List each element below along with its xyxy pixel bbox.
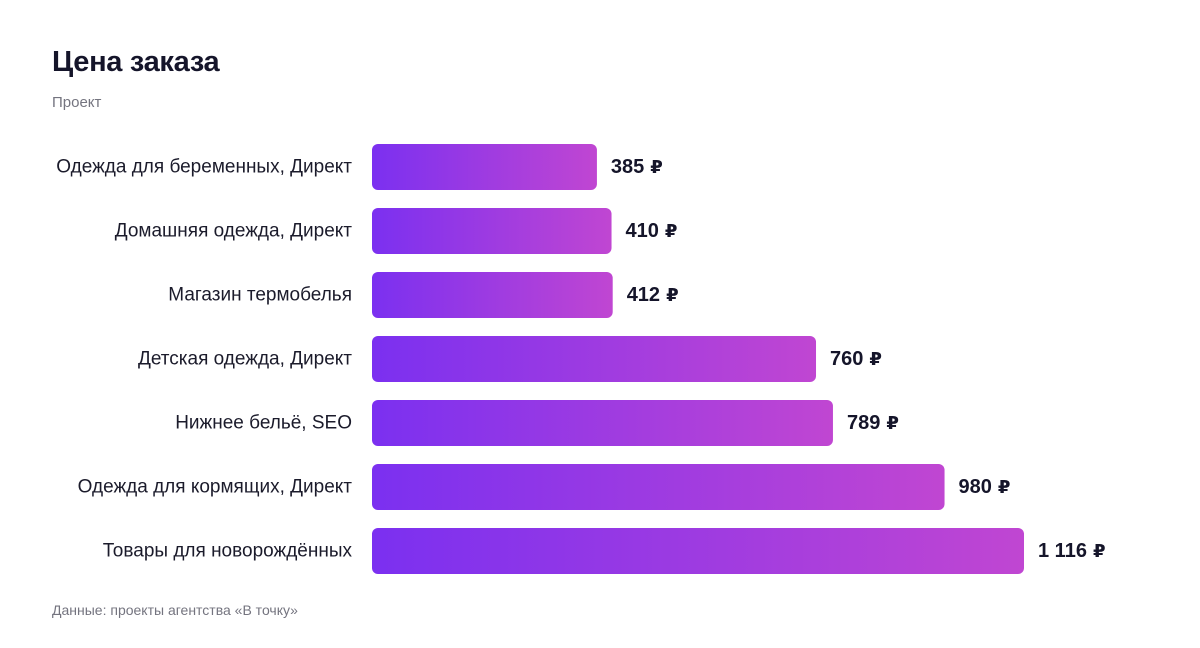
value-number: 789 — [847, 412, 880, 434]
value-label: 410 ₽ — [626, 220, 678, 242]
bar-row: Магазин термобелья 412 ₽ — [168, 272, 679, 318]
bar — [372, 528, 1024, 574]
bar — [372, 272, 613, 318]
value-number: 412 — [627, 284, 660, 306]
value-unit: ₽ — [886, 413, 899, 434]
value-number: 760 — [830, 348, 863, 370]
bar — [372, 464, 945, 510]
value-label: 980 ₽ — [959, 476, 1011, 498]
value-unit: ₽ — [1093, 541, 1106, 562]
category-label: Детская одежда, Директ — [138, 349, 352, 370]
value-unit: ₽ — [666, 285, 679, 306]
bar — [372, 336, 817, 382]
value-number: 980 — [959, 476, 992, 498]
category-label: Магазин термобелья — [168, 285, 352, 306]
value-label: 412 ₽ — [627, 284, 679, 306]
value-label: 789 ₽ — [847, 412, 899, 434]
value-unit: ₽ — [869, 349, 882, 370]
bar-row: Товары для новорождённых 1 116 ₽ — [103, 528, 1105, 574]
bar — [372, 208, 612, 254]
category-label: Одежда для беременных, Директ — [56, 157, 352, 178]
bar — [372, 144, 597, 190]
bar — [372, 400, 833, 446]
chart-subtitle: Проект — [52, 94, 102, 111]
category-label: Нижнее бельё, SEO — [175, 413, 352, 434]
value-unit: ₽ — [998, 477, 1011, 498]
chart-footnote: Данные: проекты агентства «В точку» — [52, 602, 298, 618]
value-number: 385 — [611, 156, 644, 178]
bar-row: Нижнее бельё, SEO 789 ₽ — [175, 400, 899, 446]
category-label: Одежда для кормящих, Директ — [78, 477, 353, 498]
value-label: 760 ₽ — [830, 348, 882, 370]
value-unit: ₽ — [665, 221, 678, 242]
chart-title: Цена заказа — [52, 46, 220, 78]
value-number: 410 — [626, 220, 659, 242]
value-number: 1 116 — [1038, 540, 1087, 562]
bar-row: Детская одежда, Директ 760 ₽ — [138, 336, 882, 382]
value-label: 1 116 ₽ — [1038, 540, 1105, 562]
category-label: Товары для новорождённых — [103, 541, 353, 562]
value-label: 385 ₽ — [611, 156, 663, 178]
bar-row: Домашняя одежда, Директ 410 ₽ — [115, 208, 678, 254]
value-unit: ₽ — [650, 157, 663, 178]
bar-row: Одежда для беременных, Директ 385 ₽ — [56, 144, 663, 190]
bar-row: Одежда для кормящих, Директ 980 ₽ — [78, 464, 1011, 510]
category-label: Домашняя одежда, Директ — [115, 221, 353, 242]
